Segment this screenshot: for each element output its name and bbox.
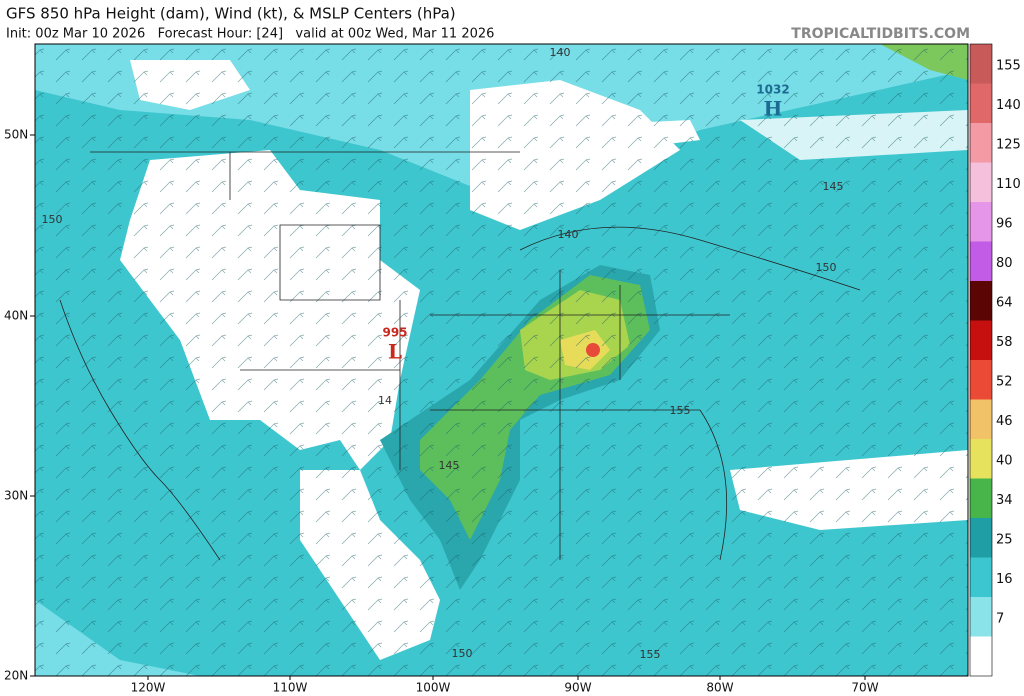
colorbar-segment <box>970 597 992 637</box>
colorbar-label: 80 <box>996 256 1013 271</box>
lat-label: 40N <box>4 309 28 323</box>
colorbar-label: 96 <box>996 216 1013 231</box>
lat-label: 50N <box>4 128 28 142</box>
contour-label: 155 <box>640 648 661 661</box>
lon-label: 70W <box>851 681 878 695</box>
colorbar-segment <box>970 202 992 242</box>
pressure-value: 995 <box>382 326 407 340</box>
lon-label: 100W <box>416 681 451 695</box>
colorbar-label: 52 <box>996 374 1013 389</box>
colorbar-segment <box>970 320 992 361</box>
colorbar-label: 140 <box>996 98 1021 113</box>
map-frame <box>34 43 969 677</box>
colorbar-segment <box>970 123 992 163</box>
colorbar-label: 46 <box>996 414 1013 429</box>
subtitle: Init: 00z Mar 10 2026 Forecast Hour: [24… <box>6 27 494 42</box>
contour-label: 140 <box>558 228 579 241</box>
map-field <box>35 44 968 676</box>
pressure-symbol: H <box>764 97 783 121</box>
contour-label: 140 <box>550 46 571 59</box>
colorbar-segment <box>970 557 992 598</box>
colorbar-segment <box>970 162 992 203</box>
title: GFS 850 hPa Height (dam), Wind (kt), & M… <box>6 5 456 23</box>
contour-label: 155 <box>670 404 691 417</box>
colorbar-label: 155 <box>996 58 1021 73</box>
colorbar-segment <box>970 399 992 440</box>
site-name: TROPICALTIDBITS.COM <box>791 26 970 42</box>
lon-label: 120W <box>131 681 166 695</box>
colorbar-frame <box>969 43 993 677</box>
colorbar: 155 140 125 110 96 80 64 58 52 46 40 34 25 16 7 <box>969 43 1021 677</box>
colorbar-label: 125 <box>996 137 1021 152</box>
colorbar-label: 110 <box>996 177 1021 192</box>
colorbar-segment <box>970 83 992 124</box>
colorbar-label: 25 <box>996 532 1013 547</box>
contour-label: 14 <box>378 394 392 407</box>
colorbar-segment <box>970 518 992 558</box>
colorbar-label: 34 <box>996 493 1013 508</box>
colorbar-label: 58 <box>996 335 1013 350</box>
colorbar-segment <box>970 360 992 400</box>
lon-label: 80W <box>706 681 733 695</box>
colorbar-segment <box>970 478 992 519</box>
lon-label: 110W <box>273 681 308 695</box>
lat-label: 20N <box>4 669 28 683</box>
colorbar-label: 16 <box>996 572 1013 587</box>
colorbar-label: 64 <box>996 295 1013 310</box>
contour-label: 150 <box>452 647 473 660</box>
contour-label: 145 <box>439 459 460 472</box>
lon-label: 90W <box>564 681 591 695</box>
lat-label: 30N <box>4 489 28 503</box>
pressure-symbol: L <box>388 340 402 364</box>
colorbar-segment <box>970 241 992 282</box>
contour-label: 145 <box>823 180 844 193</box>
contour-label: 150 <box>816 261 837 274</box>
contour-label: 150 <box>42 213 63 226</box>
colorbar-segment <box>970 636 992 677</box>
colorbar-segment <box>970 44 992 84</box>
colorbar-label: 40 <box>996 453 1013 468</box>
colorbar-segment <box>970 281 992 321</box>
colorbar-segment <box>970 439 992 479</box>
pressure-value: 1032 <box>756 83 789 97</box>
colorbar-label: 7 <box>996 611 1004 626</box>
